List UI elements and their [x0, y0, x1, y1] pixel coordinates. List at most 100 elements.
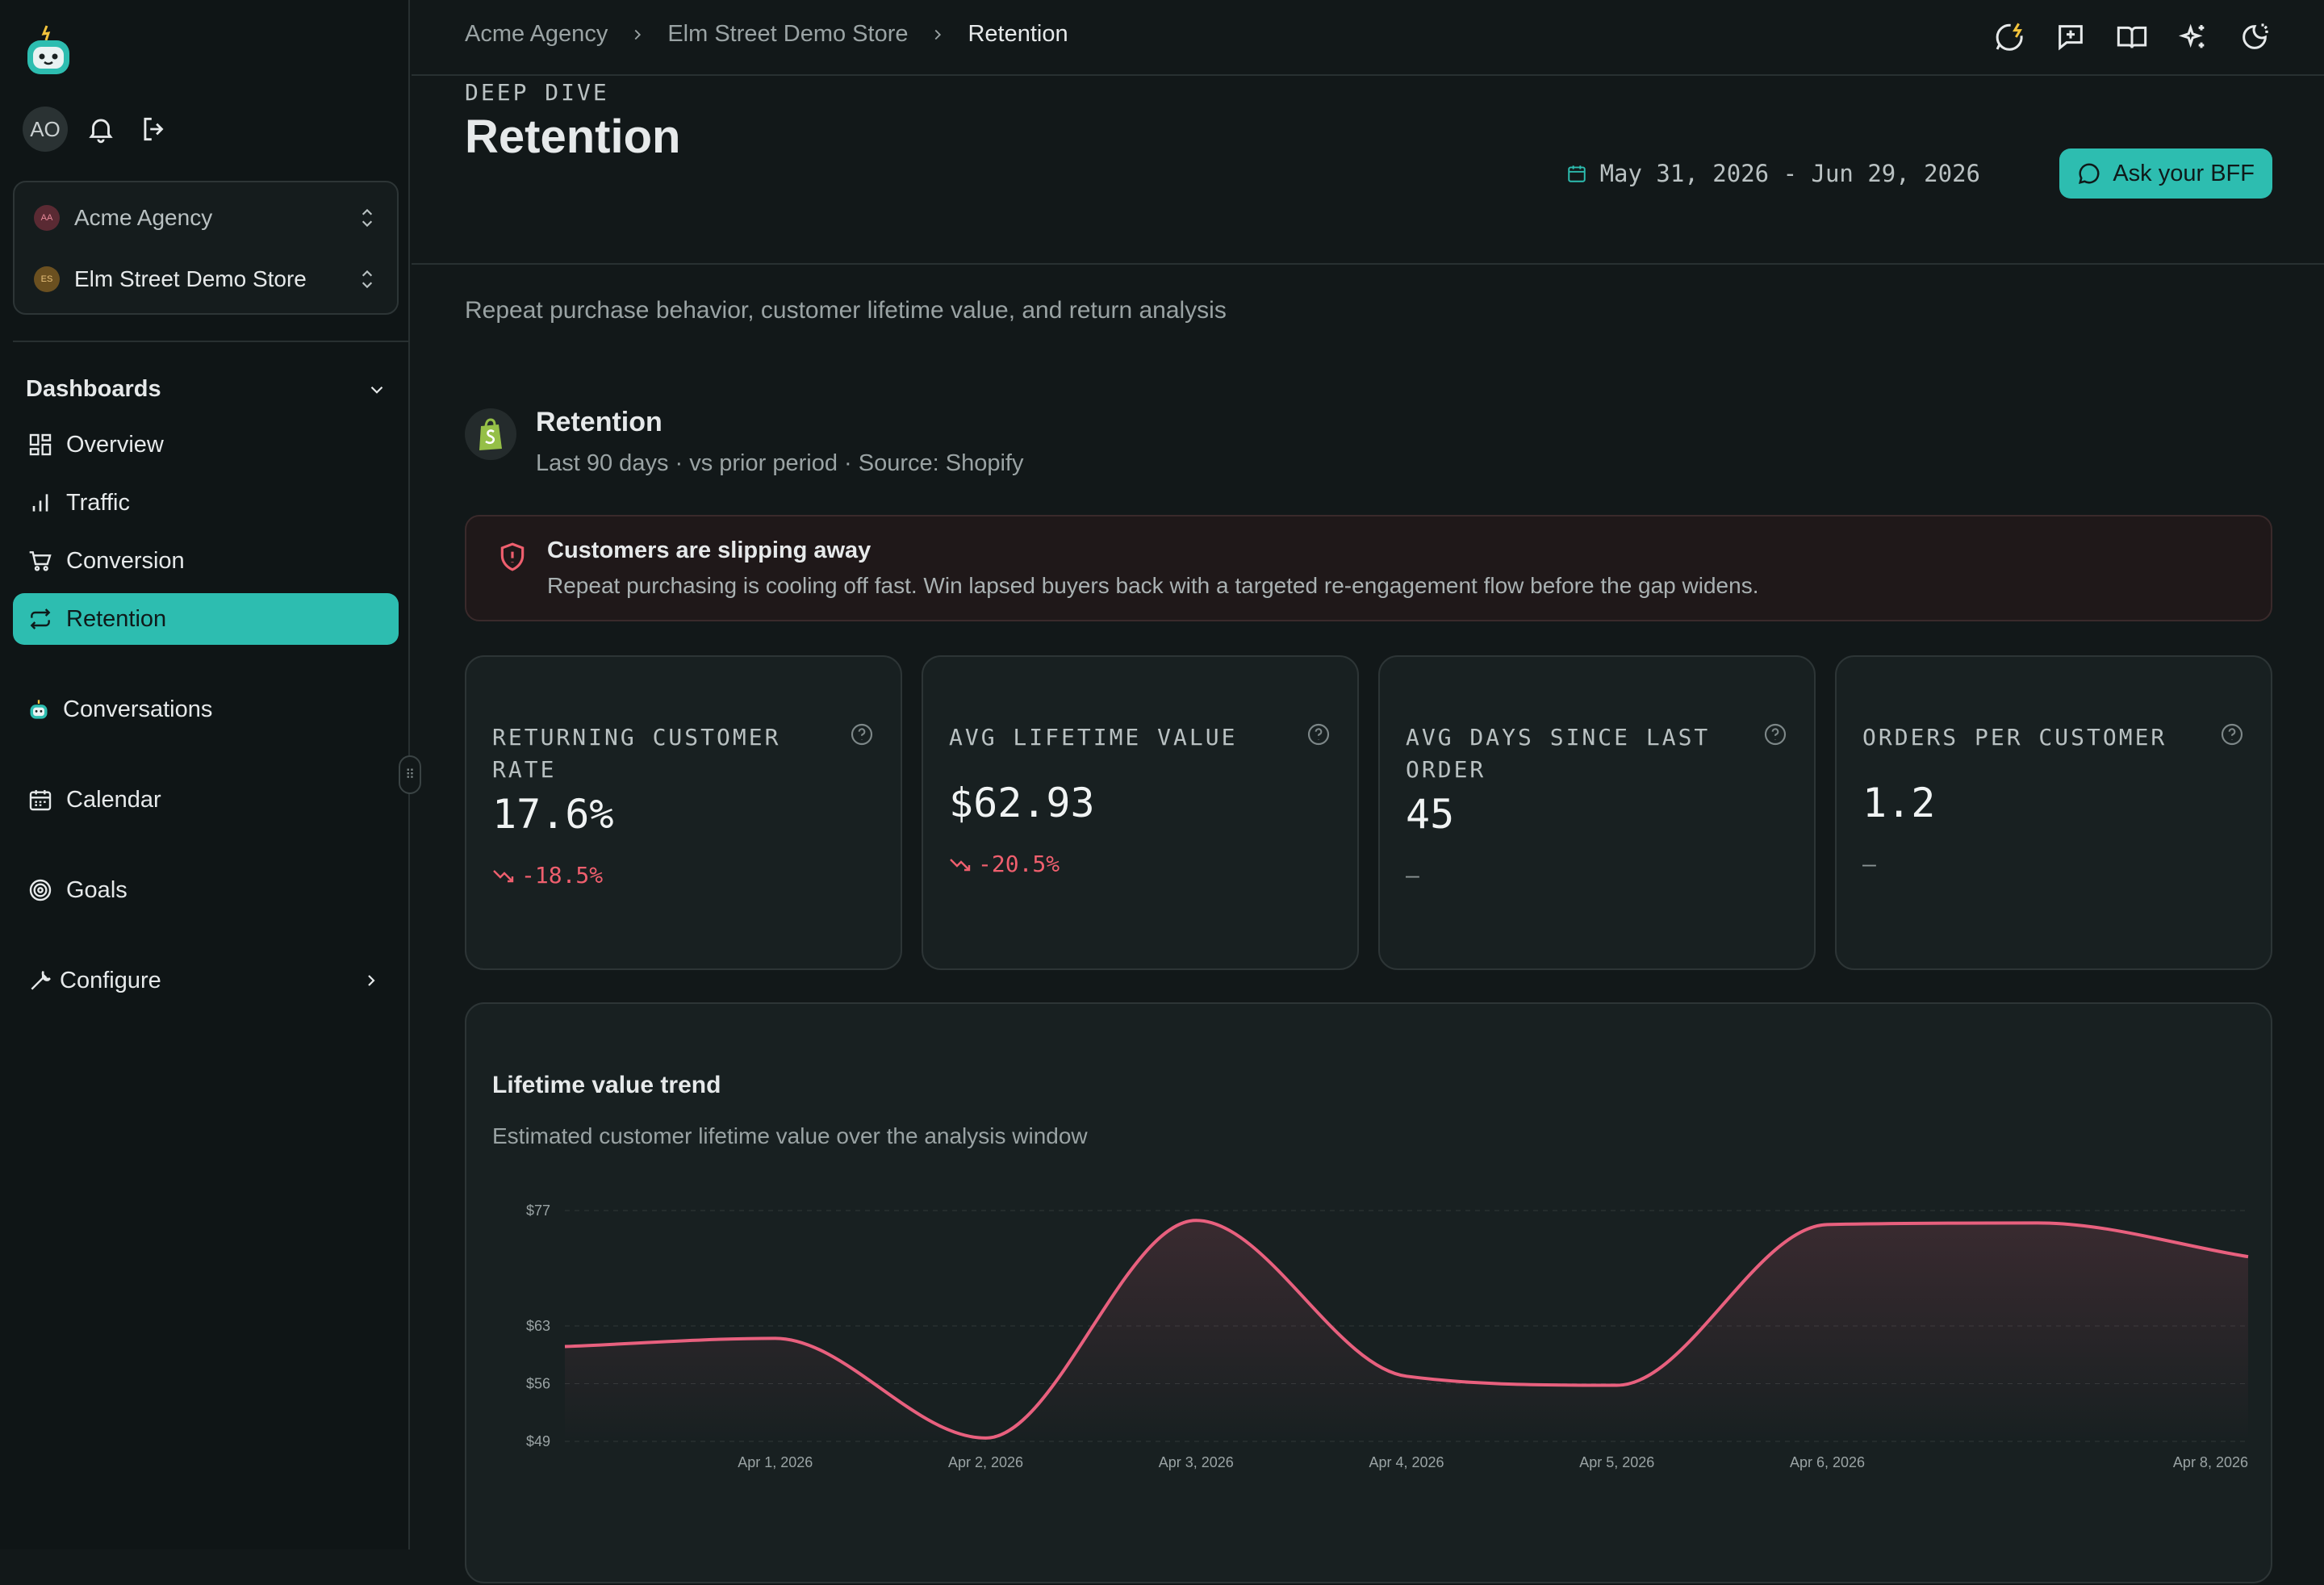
x-tick-label: Apr 5, 2026	[1579, 1454, 1654, 1470]
data-point[interactable]	[767, 1330, 784, 1346]
chevron-down-icon	[370, 386, 383, 394]
ask-bff-label: Ask your BFF	[2113, 160, 2255, 186]
bell-icon[interactable]	[86, 114, 116, 144]
sidebar-item-label: Conversion	[66, 547, 185, 574]
sidebar-item-calendar[interactable]: Calendar	[13, 774, 399, 826]
dashboards-section-toggle[interactable]: Dashboards	[26, 376, 387, 403]
alert-banner: Customers are slipping away Repeat purch…	[465, 515, 2272, 621]
kpi-value: 1.2	[1862, 780, 1936, 826]
x-tick-label: Apr 6, 2026	[1790, 1454, 1865, 1470]
data-point[interactable]	[557, 1339, 573, 1355]
sidebar-item-configure[interactable]: Configure	[13, 955, 399, 1006]
chart-title: Lifetime value trend	[492, 1072, 721, 1098]
sparkles-icon[interactable]	[2177, 21, 2209, 53]
agency-selector[interactable]: AA Acme Agency	[34, 200, 378, 236]
breadcrumb: Acme Agency Elm Street Demo Store Retent…	[465, 21, 1068, 48]
sidebar-resize-handle[interactable]: ⠿	[399, 755, 421, 794]
data-point[interactable]	[2240, 1248, 2256, 1265]
sidebar-item-traffic[interactable]: Traffic	[13, 477, 399, 529]
breadcrumb-agency[interactable]: Acme Agency	[465, 21, 608, 47]
chevron-updown-icon	[362, 270, 373, 289]
help-circle-icon[interactable]	[2219, 721, 2245, 747]
help-circle-icon[interactable]	[1762, 721, 1788, 747]
chevron-right-icon	[368, 975, 375, 986]
alert-title: Customers are slipping away	[547, 537, 872, 563]
chat-bubble-icon	[2079, 163, 2100, 185]
sidebar-item-label: Calendar	[66, 786, 161, 813]
store-badge: ES	[34, 266, 60, 292]
target-icon	[27, 877, 53, 903]
avatar-initials: AO	[30, 116, 61, 141]
lifetime-value-chart-card: Lifetime value trend Estimated customer …	[465, 1002, 2272, 1583]
toolbar-icons	[1993, 21, 2271, 53]
section-meta: Last 90 days · vs prior period · Source:…	[536, 450, 1024, 476]
kpi-delta: —	[1406, 862, 1419, 889]
chevron-right-icon	[634, 29, 642, 40]
message-plus-icon[interactable]	[2054, 21, 2087, 53]
kpi-label: RETURNING CUSTOMER RATE	[492, 724, 781, 783]
help-circle-icon[interactable]	[849, 721, 875, 747]
kpi-value: $62.93	[949, 780, 1095, 826]
help-circle-icon[interactable]	[1306, 721, 1331, 747]
x-tick-label: Apr 3, 2026	[1159, 1454, 1234, 1470]
sidebar-item-overview[interactable]: Overview	[13, 419, 399, 470]
y-tick-label: $77	[526, 1202, 550, 1219]
book-open-icon[interactable]	[2116, 21, 2148, 53]
page-eyebrow: DEEP DIVE	[465, 79, 609, 106]
data-point[interactable]	[2029, 1215, 2046, 1231]
kpi-label: AVG DAYS SINCE LAST ORDER	[1406, 724, 1711, 783]
sidebar-item-retention[interactable]: Retention	[13, 593, 399, 645]
section-title: Retention	[536, 407, 663, 437]
y-tick-label: $49	[526, 1433, 550, 1449]
sidebar-item-label: Configure	[60, 967, 161, 993]
ask-bff-button[interactable]: Ask your BFF	[2059, 148, 2272, 199]
dashboards-section-label: Dashboards	[26, 376, 161, 402]
avatar[interactable]: AO	[23, 107, 68, 152]
x-tick-label: Apr 1, 2026	[738, 1454, 813, 1470]
sidebar-item-label: Goals	[66, 876, 127, 903]
kpi-delta-value: -20.5%	[978, 851, 1060, 877]
data-point[interactable]	[1398, 1368, 1415, 1384]
robot-icon	[27, 698, 50, 721]
date-range-picker[interactable]: May 31, 2026 - Jun 29, 2026	[1566, 160, 1980, 187]
data-point[interactable]	[1609, 1378, 1625, 1394]
kpi-value: 17.6%	[492, 791, 614, 838]
theme-toggle-icon[interactable]	[2238, 21, 2271, 53]
shopify-logo-icon	[465, 408, 516, 460]
kpi-card-days-since-order: AVG DAYS SINCE LAST ORDER 45 —	[1378, 655, 1816, 970]
logout-icon[interactable]	[139, 114, 169, 144]
repeat-icon	[27, 606, 53, 632]
sidebar-item-goals[interactable]: Goals	[13, 864, 399, 916]
page-subtitle: Repeat purchase behavior, customer lifet…	[465, 297, 1227, 324]
data-point[interactable]	[978, 1430, 994, 1446]
sidebar-item-conversion[interactable]: Conversion	[13, 535, 399, 587]
robot-logo-icon[interactable]	[24, 24, 73, 77]
kpi-card-lifetime-value: AVG LIFETIME VALUE $62.93 -20.5%	[922, 655, 1359, 970]
lifetime-value-chart[interactable]: $77 $63 $56 $49 Apr 1, 2026 Apr 2, 2026 Apr 3…	[466, 1004, 2274, 1585]
kpi-delta: -20.5%	[949, 851, 1060, 877]
kpi-value: 45	[1406, 791, 1455, 838]
store-selector[interactable]: ES Elm Street Demo Store	[34, 261, 378, 297]
sidebar-item-conversations[interactable]: Conversations	[13, 684, 399, 735]
chevron-right-icon	[935, 29, 942, 40]
wrench-icon	[27, 968, 53, 993]
shield-alert-icon	[500, 542, 525, 571]
kpi-delta: -18.5%	[492, 862, 603, 889]
breadcrumb-store[interactable]: Elm Street Demo Store	[667, 21, 909, 47]
lifetime-value-line	[564, 1219, 2249, 1440]
main-content: Acme Agency Elm Street Demo Store Retent…	[412, 0, 2324, 1583]
sidebar-item-label: Retention	[66, 605, 167, 632]
sidebar-item-label: Conversations	[63, 696, 213, 722]
account-switcher: AA Acme Agency ES Elm Street Demo Store	[13, 181, 399, 315]
store-label: Elm Street Demo Store	[74, 266, 307, 291]
data-point[interactable]	[1188, 1212, 1204, 1228]
y-tick-label: $63	[526, 1318, 550, 1334]
kpi-delta-value: -18.5%	[521, 862, 604, 889]
x-tick-label: Apr 4, 2026	[1369, 1454, 1444, 1470]
chat-bolt-icon[interactable]	[1993, 21, 2025, 53]
y-tick-label: $56	[526, 1376, 550, 1392]
x-tick-label: Apr 8, 2026	[2173, 1454, 2248, 1470]
agency-label: Acme Agency	[74, 205, 213, 230]
agency-badge: AA	[34, 205, 60, 231]
data-point[interactable]	[1820, 1216, 1836, 1232]
